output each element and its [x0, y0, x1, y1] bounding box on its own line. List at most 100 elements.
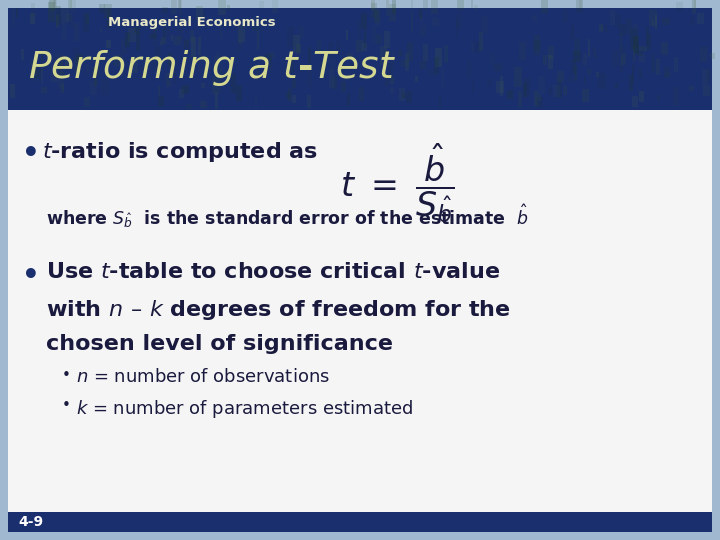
Bar	[8, 110, 712, 512]
Bar	[201, 83, 205, 88]
Bar	[362, 43, 366, 51]
Bar	[399, 50, 402, 56]
Bar	[265, 54, 272, 60]
Text: $t\ =\ \dfrac{\hat{b}}{S_{\hat{b}}}$: $t\ =\ \dfrac{\hat{b}}{S_{\hat{b}}}$	[340, 142, 455, 225]
Bar	[435, 48, 441, 67]
Bar	[256, 66, 259, 79]
Bar	[215, 93, 218, 109]
Bar	[51, 65, 58, 82]
Bar	[292, 94, 296, 103]
Bar	[620, 33, 622, 52]
Bar	[632, 64, 634, 83]
Bar	[496, 80, 504, 93]
Bar	[84, 13, 89, 32]
Bar	[55, 15, 59, 29]
Bar	[91, 81, 97, 96]
Bar	[689, 86, 694, 91]
Bar	[585, 77, 586, 84]
Bar	[612, 50, 618, 66]
Bar	[10, 84, 14, 98]
Bar	[507, 90, 513, 99]
Bar	[48, 2, 55, 22]
Bar	[55, 53, 60, 69]
Bar	[661, 42, 667, 55]
Bar	[372, 27, 377, 43]
Bar	[390, 77, 394, 84]
Bar	[664, 67, 670, 77]
Bar	[220, 24, 222, 38]
Bar	[308, 47, 311, 64]
Bar	[577, 0, 583, 12]
Bar	[41, 70, 43, 83]
Bar	[428, 69, 435, 76]
Bar	[456, 0, 464, 10]
Bar	[330, 58, 333, 70]
Bar	[71, 0, 76, 12]
Bar	[53, 0, 57, 9]
Bar	[271, 0, 278, 13]
Bar	[633, 36, 639, 53]
Bar	[438, 97, 441, 109]
Bar	[84, 97, 90, 107]
Bar	[583, 53, 587, 65]
Bar	[390, 4, 396, 21]
Bar	[296, 44, 301, 53]
Bar	[423, 44, 428, 61]
Bar	[552, 85, 560, 97]
Bar	[632, 96, 638, 107]
Bar	[662, 18, 670, 25]
Bar	[594, 49, 596, 58]
Bar	[184, 39, 191, 54]
Bar	[49, 0, 56, 11]
Bar	[431, 18, 438, 26]
Bar	[411, 1, 413, 10]
Bar	[441, 68, 444, 86]
Bar	[183, 39, 189, 47]
Bar	[676, 2, 683, 11]
Bar	[598, 73, 606, 89]
Text: $t$-ratio is computed as: $t$-ratio is computed as	[42, 140, 318, 164]
Bar	[107, 22, 109, 29]
Bar	[482, 16, 488, 33]
Bar	[694, 0, 696, 9]
Bar	[656, 59, 660, 75]
Bar	[31, 59, 37, 75]
Bar	[431, 0, 438, 14]
Bar	[330, 70, 334, 87]
Bar	[245, 21, 248, 26]
Bar	[615, 14, 621, 28]
Bar	[479, 32, 483, 51]
Bar	[534, 91, 538, 106]
Bar	[376, 34, 382, 44]
Bar	[420, 25, 426, 36]
Bar	[156, 46, 161, 55]
Bar	[238, 30, 242, 50]
Bar	[94, 78, 97, 86]
Bar	[619, 24, 626, 36]
Bar	[557, 78, 562, 98]
Bar	[35, 69, 40, 79]
Bar	[121, 57, 125, 76]
Bar	[106, 40, 112, 49]
Bar	[150, 33, 156, 39]
Bar	[65, 60, 71, 66]
Bar	[179, 0, 181, 16]
Bar	[563, 9, 568, 22]
Bar	[405, 91, 413, 103]
Bar	[31, 68, 35, 82]
Bar	[500, 76, 503, 96]
Bar	[657, 95, 660, 101]
Bar	[386, 0, 390, 16]
Bar	[62, 23, 66, 39]
Bar	[158, 86, 160, 96]
Bar	[611, 10, 615, 25]
Bar	[347, 53, 354, 59]
Bar	[94, 72, 97, 86]
Bar	[255, 96, 257, 106]
Bar	[536, 97, 543, 107]
Text: •: •	[62, 368, 71, 383]
Bar	[212, 77, 220, 93]
Bar	[341, 62, 344, 78]
Bar	[319, 61, 324, 76]
Bar	[407, 43, 413, 62]
